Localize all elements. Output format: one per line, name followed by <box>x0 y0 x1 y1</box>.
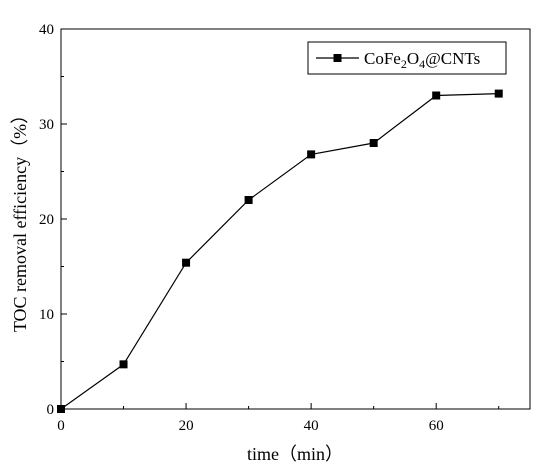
y-tick-label: 20 <box>39 212 54 228</box>
y-axis: 0 10 20 30 40 <box>39 22 67 418</box>
y-axis-title: TOC removal efficiency（%） <box>10 106 30 332</box>
series-line <box>60 93 499 410</box>
x-tick-label: 40 <box>304 418 319 434</box>
data-point-marker <box>369 139 378 147</box>
x-axis-title: time（min） <box>247 444 343 464</box>
legend-marker <box>333 54 342 62</box>
data-point-marker <box>494 89 503 98</box>
legend-label: CoFe2O4@CNTs <box>364 49 480 71</box>
x-tick-label: 60 <box>429 418 444 434</box>
y-tick-label: 30 <box>39 117 54 133</box>
data-point-marker <box>57 405 65 413</box>
data-point-marker <box>307 150 316 159</box>
x-axis: 0 20 40 60 <box>57 403 500 434</box>
x-tick-label: 0 <box>57 418 65 434</box>
data-point-marker <box>432 91 441 100</box>
y-tick-label: 0 <box>47 402 55 418</box>
data-point-marker <box>119 360 128 369</box>
series-layer <box>57 89 503 413</box>
y-tick-label: 40 <box>39 22 54 38</box>
x-tick-label: 20 <box>179 418 194 434</box>
data-point-marker <box>182 258 191 267</box>
y-tick-label: 10 <box>39 307 54 323</box>
data-point-marker <box>244 196 253 204</box>
legend: CoFe2O4@CNTs <box>307 41 507 75</box>
